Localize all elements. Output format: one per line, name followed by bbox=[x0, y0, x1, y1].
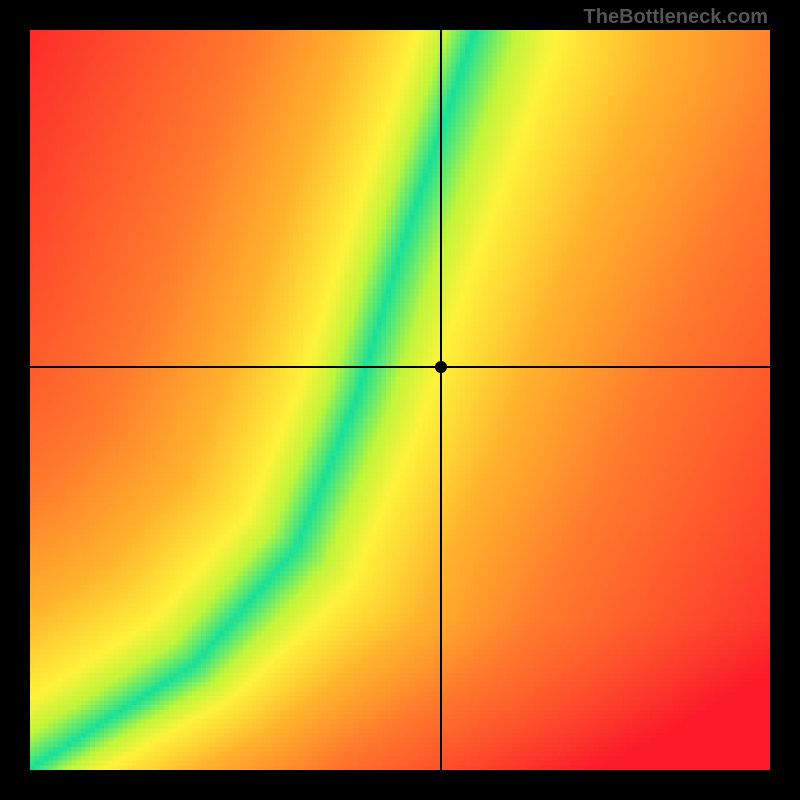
crosshair-marker bbox=[435, 361, 447, 373]
chart-frame: TheBottleneck.com bbox=[0, 0, 800, 800]
crosshair-horizontal bbox=[30, 366, 770, 368]
watermark-text: TheBottleneck.com bbox=[584, 6, 768, 29]
heatmap-plot bbox=[30, 30, 770, 770]
crosshair-vertical bbox=[440, 30, 442, 770]
heatmap-canvas bbox=[30, 30, 770, 770]
